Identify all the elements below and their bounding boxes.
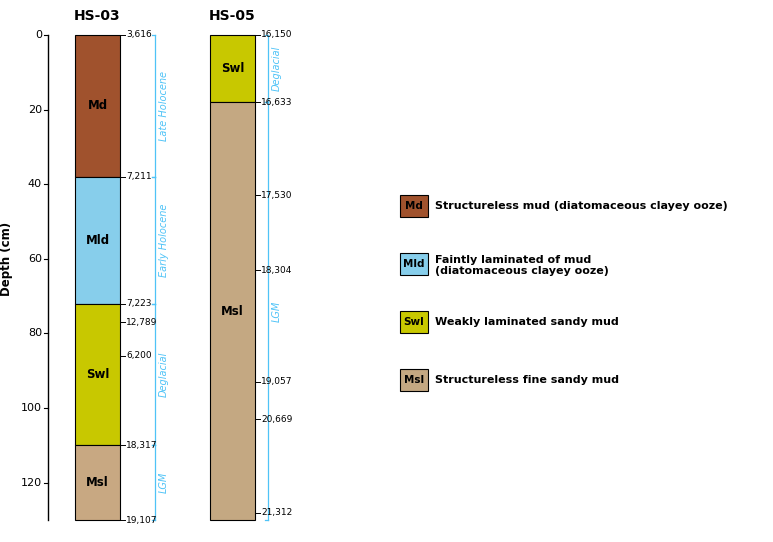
Text: 7,211: 7,211 <box>126 172 152 181</box>
Text: (diatomaceous clayey ooze): (diatomaceous clayey ooze) <box>435 266 609 276</box>
Bar <box>400 195 428 217</box>
Text: Msl: Msl <box>86 476 109 489</box>
Text: Depth (cm): Depth (cm) <box>1 222 13 296</box>
Text: 3,616: 3,616 <box>126 30 152 40</box>
Text: 0: 0 <box>35 30 42 40</box>
Text: 18,304: 18,304 <box>261 266 292 275</box>
Text: Swl: Swl <box>221 62 244 75</box>
Bar <box>75 446 120 520</box>
Text: Swl: Swl <box>86 368 109 381</box>
Text: 12,789: 12,789 <box>126 318 158 327</box>
Text: 19,057: 19,057 <box>261 377 292 386</box>
Text: Mld: Mld <box>404 259 424 269</box>
Text: LGM: LGM <box>159 472 169 493</box>
Bar <box>75 177 120 304</box>
Bar <box>400 369 428 391</box>
Text: Faintly laminated of mud: Faintly laminated of mud <box>435 255 591 265</box>
Bar <box>75 304 120 446</box>
Text: 100: 100 <box>21 403 42 413</box>
Text: 17,530: 17,530 <box>261 191 292 200</box>
Text: 20,669: 20,669 <box>261 415 292 424</box>
Text: Weakly laminated sandy mud: Weakly laminated sandy mud <box>435 317 618 327</box>
Text: Msl: Msl <box>221 305 243 318</box>
Text: Md: Md <box>87 99 107 112</box>
Text: 120: 120 <box>21 478 42 488</box>
Text: HS-03: HS-03 <box>74 9 121 23</box>
Text: HS-05: HS-05 <box>209 9 256 23</box>
Text: Swl: Swl <box>404 317 424 327</box>
Text: LGM: LGM <box>272 300 282 322</box>
Text: 60: 60 <box>28 254 42 264</box>
Text: 80: 80 <box>28 328 42 338</box>
Text: Deglacial: Deglacial <box>159 352 169 397</box>
Bar <box>400 311 428 333</box>
Text: Mld: Mld <box>86 234 110 247</box>
Text: 19,107: 19,107 <box>126 515 158 525</box>
Text: 21,312: 21,312 <box>261 508 292 517</box>
Text: 6,200: 6,200 <box>126 351 152 360</box>
Bar <box>400 253 428 275</box>
Text: 20: 20 <box>28 105 42 114</box>
Bar <box>210 35 255 102</box>
Text: Early Holocene: Early Holocene <box>159 203 169 277</box>
Text: Late Holocene: Late Holocene <box>159 71 169 141</box>
Text: 16,150: 16,150 <box>261 30 292 40</box>
Text: 7,223: 7,223 <box>126 299 152 308</box>
Bar <box>210 102 255 520</box>
Text: 40: 40 <box>28 179 42 189</box>
Text: Deglacial: Deglacial <box>272 46 282 91</box>
Text: 18,317: 18,317 <box>126 441 158 450</box>
Bar <box>75 35 120 177</box>
Text: 16,633: 16,633 <box>261 98 292 107</box>
Text: Msl: Msl <box>404 375 424 385</box>
Text: Md: Md <box>405 201 423 211</box>
Text: Structureless fine sandy mud: Structureless fine sandy mud <box>435 375 619 385</box>
Text: Structureless mud (diatomaceous clayey ooze): Structureless mud (diatomaceous clayey o… <box>435 201 727 211</box>
